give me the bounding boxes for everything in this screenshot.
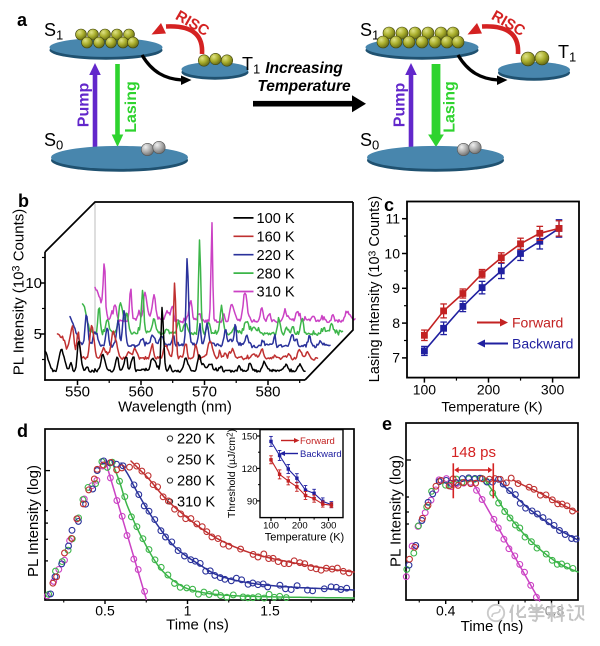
svg-text:b: b: [18, 191, 29, 211]
svg-text:Forward: Forward: [300, 436, 335, 447]
svg-text:9: 9: [392, 280, 400, 296]
svg-text:560: 560: [128, 384, 153, 401]
svg-text:Temperature (K): Temperature (K): [441, 399, 542, 415]
svg-text:580: 580: [255, 384, 280, 401]
svg-text:200: 200: [477, 382, 501, 398]
svg-text:Forward: Forward: [512, 315, 563, 331]
svg-text:d: d: [17, 421, 28, 441]
svg-text:Lasing Intensity (103 Counts): Lasing Intensity (103 Counts): [367, 196, 384, 382]
svg-text:300: 300: [541, 382, 565, 398]
svg-text:Wavelength (nm): Wavelength (nm): [118, 399, 232, 416]
svg-text:e: e: [382, 414, 392, 434]
svg-text:310 K: 310 K: [257, 285, 295, 301]
svg-text:10: 10: [384, 245, 400, 261]
svg-text:11: 11: [385, 211, 400, 227]
svg-text:8: 8: [392, 315, 400, 331]
svg-text:Threshold (µJ/cm2): Threshold (µJ/cm2): [226, 429, 239, 518]
svg-text:160 K: 160 K: [257, 230, 295, 246]
svg-text:Increasing: Increasing: [265, 60, 343, 77]
svg-text:Lasing: Lasing: [442, 81, 459, 133]
svg-text:PL Intensity (log): PL Intensity (log): [388, 455, 405, 567]
svg-text:Time (ns): Time (ns): [166, 617, 229, 634]
svg-text:220 K: 220 K: [257, 248, 295, 264]
svg-text:280 K: 280 K: [257, 266, 295, 282]
svg-text:7: 7: [392, 350, 400, 366]
svg-text:90: 90: [247, 496, 258, 507]
svg-text:100: 100: [263, 521, 279, 532]
svg-text:0.4: 0.4: [436, 603, 456, 619]
svg-text:Temperature (K): Temperature (K): [265, 532, 344, 544]
svg-text:Backward: Backward: [512, 336, 573, 352]
svg-text:c: c: [384, 195, 394, 215]
svg-text:a: a: [17, 10, 28, 30]
svg-text:Time (ns): Time (ns): [461, 618, 524, 635]
svg-text:Pump: Pump: [76, 83, 93, 128]
svg-text:1: 1: [184, 603, 192, 619]
svg-text:Lasing: Lasing: [123, 81, 140, 133]
svg-text:PL Intensity (log): PL Intensity (log): [25, 465, 42, 577]
svg-text:PL Intensity (103 Counts): PL Intensity (103 Counts): [11, 209, 28, 376]
svg-text:220 K: 220 K: [177, 432, 215, 448]
svg-text:1.5: 1.5: [260, 603, 280, 619]
svg-text:310 K: 310 K: [177, 495, 215, 511]
svg-text:0.5: 0.5: [95, 603, 115, 619]
svg-text:250 K: 250 K: [177, 453, 215, 469]
svg-text:Backward: Backward: [300, 449, 342, 460]
svg-text:570: 570: [192, 384, 217, 401]
svg-text:200: 200: [292, 521, 308, 532]
svg-text:5: 5: [34, 326, 42, 343]
svg-text:280 K: 280 K: [177, 474, 215, 490]
svg-text:150: 150: [242, 431, 258, 442]
svg-text:148 ps: 148 ps: [451, 444, 496, 461]
svg-text:300: 300: [321, 521, 337, 532]
svg-text:120: 120: [242, 464, 258, 475]
svg-text:Pump: Pump: [392, 83, 409, 128]
svg-text:100: 100: [413, 382, 437, 398]
svg-text:Temperature: Temperature: [257, 78, 351, 95]
svg-text:550: 550: [65, 384, 90, 401]
svg-text:100 K: 100 K: [257, 211, 295, 227]
svg-text:10: 10: [25, 275, 42, 292]
